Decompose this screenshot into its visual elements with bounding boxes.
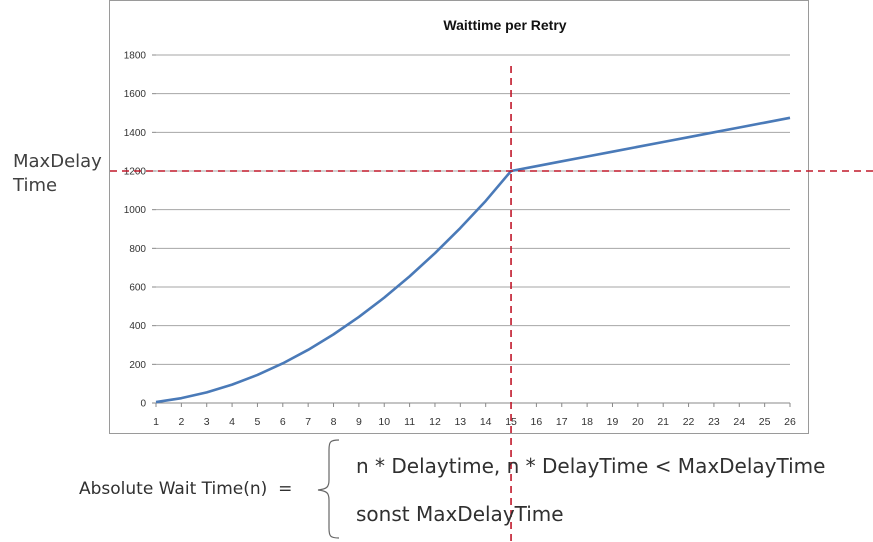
x-tick-label: 22 <box>683 416 695 428</box>
x-tick-label: 8 <box>331 416 337 428</box>
formula-lhs: Absolute Wait Time(n) = <box>79 479 293 499</box>
formula-case-1: n * Delaytime, n * DelayTime < MaxDelayT… <box>356 454 826 478</box>
x-tick-labels: 1 2 3 4 5 6 7 8 9 10 11 12 13 14 15 16 17 18 19 20 21 22 23 24 2… <box>153 416 796 428</box>
y-tick-label: 400 <box>129 321 146 332</box>
x-tick-label: 5 <box>255 416 261 428</box>
y-tick-label: 1800 <box>124 51 147 62</box>
y-tick-label: 0 <box>140 399 146 410</box>
x-tick-label: 6 <box>280 416 286 428</box>
y-tick-label: 600 <box>129 283 146 294</box>
x-tick-label: 21 <box>657 416 669 428</box>
max-delay-label-line1: MaxDelay <box>13 151 102 172</box>
x-tick-label: 7 <box>305 416 311 428</box>
x-tick-label: 9 <box>356 416 362 428</box>
max-delay-label: MaxDelay Time <box>13 150 102 198</box>
x-tick-label: 20 <box>632 416 644 428</box>
y-tick-label: 1400 <box>124 128 147 139</box>
chart-title: Waittime per Retry <box>443 17 566 33</box>
series-layer <box>155 116 791 404</box>
chart-frame <box>109 0 809 434</box>
y-tick-label: 1200 <box>124 167 147 178</box>
x-tick-label: 1 <box>153 416 159 428</box>
y-tick-label: 800 <box>129 244 146 255</box>
x-tick-label: 24 <box>733 416 745 428</box>
x-tick-label: 18 <box>581 416 593 428</box>
series-line <box>155 116 791 404</box>
y-tick-labels: 0 200 400 600 800 1000 1200 1400 1600 1800 <box>124 51 147 410</box>
y-tick-label: 1600 <box>124 89 147 100</box>
x-tick-label: 14 <box>480 416 492 428</box>
formula-case-2: sonst MaxDelayTime <box>356 502 564 526</box>
guide-layer <box>110 66 873 542</box>
x-tick-label: 11 <box>404 416 415 428</box>
x-tick-label: 26 <box>784 416 796 428</box>
x-tick-label: 15 <box>505 416 517 428</box>
y-tick-label: 1000 <box>124 205 147 216</box>
x-tick-label: 3 <box>204 416 210 428</box>
x-tick-label: 4 <box>229 416 235 428</box>
grid-layer <box>152 54 791 407</box>
x-tick-label: 19 <box>607 416 619 428</box>
x-tick-label: 2 <box>178 416 184 428</box>
formula-brace <box>317 439 340 539</box>
x-tick-label: 23 <box>708 416 720 428</box>
x-tick-label: 12 <box>429 416 441 428</box>
y-tick-label: 200 <box>129 360 146 371</box>
x-tick-label: 25 <box>759 416 771 428</box>
max-delay-label-line2: Time <box>13 175 58 196</box>
x-tick-label: 16 <box>531 416 543 428</box>
x-tick-label: 17 <box>556 416 568 428</box>
x-tick-label: 10 <box>378 416 390 428</box>
x-tick-label: 13 <box>454 416 466 428</box>
